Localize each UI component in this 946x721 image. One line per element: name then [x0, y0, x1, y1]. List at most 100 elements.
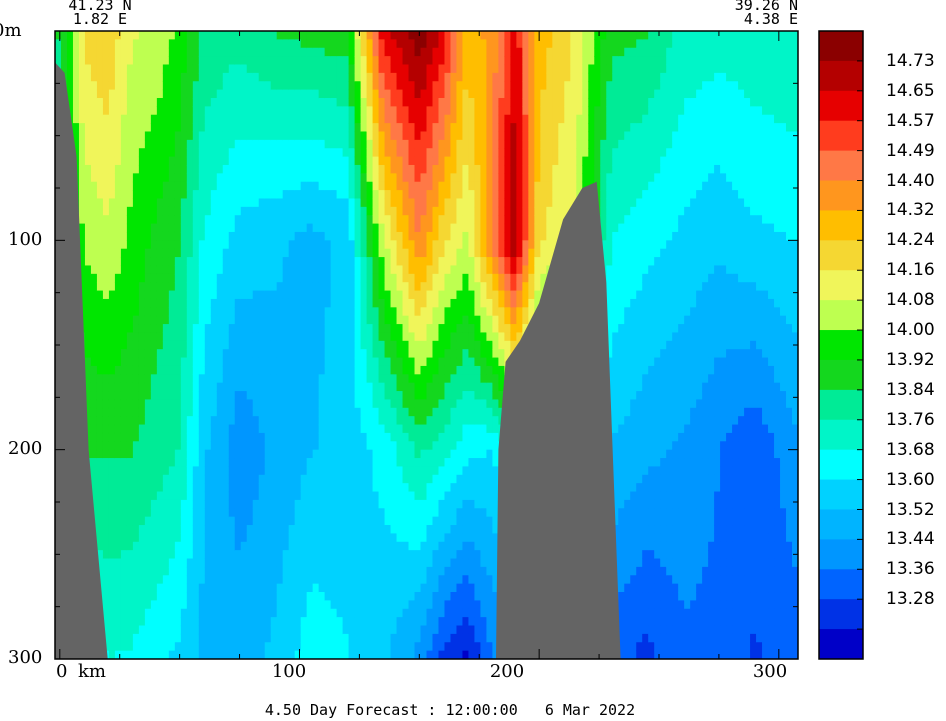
- heatmap-cell: [198, 265, 206, 275]
- heatmap-cell: [270, 340, 278, 350]
- heatmap-cell: [204, 164, 212, 174]
- heatmap-cell: [66, 31, 74, 40]
- heatmap-cell: [216, 432, 224, 442]
- heatmap-cell: [144, 156, 152, 166]
- heatmap-cell: [282, 148, 290, 158]
- heatmap-cell: [252, 541, 260, 551]
- heatmap-cell: [414, 633, 422, 643]
- heatmap-cell: [336, 650, 344, 659]
- heatmap-cell: [204, 416, 212, 426]
- heatmap-cell: [378, 499, 386, 509]
- heatmap-cell: [90, 248, 98, 258]
- heatmap-cell: [348, 123, 356, 133]
- heatmap-cell: [96, 81, 104, 91]
- heatmap-cell: [312, 617, 320, 627]
- heatmap-cell: [408, 332, 416, 342]
- heatmap-cell: [138, 416, 146, 426]
- heatmap-cell: [114, 583, 122, 593]
- heatmap-cell: [330, 89, 338, 99]
- heatmap-cell: [234, 139, 242, 149]
- heatmap-cell: [348, 190, 356, 200]
- heatmap-cell: [348, 324, 356, 334]
- heatmap-cell: [426, 550, 434, 560]
- heatmap-cell: [288, 374, 296, 384]
- heatmap-cell: [450, 190, 458, 200]
- heatmap-cell: [378, 558, 386, 568]
- heatmap-cell: [420, 416, 428, 426]
- heatmap-cell: [96, 441, 104, 451]
- heatmap-cell: [264, 257, 272, 267]
- heatmap-cell: [156, 257, 164, 267]
- heatmap-cell: [228, 47, 236, 57]
- heatmap-cell: [282, 114, 290, 124]
- heatmap-cell: [318, 608, 326, 618]
- heatmap-cell: [222, 525, 230, 534]
- heatmap-cell: [336, 592, 344, 601]
- heatmap-cell: [288, 617, 296, 627]
- heatmap-cell: [378, 441, 386, 451]
- heatmap-cell: [66, 97, 74, 107]
- heatmap-cell: [102, 508, 110, 518]
- heatmap-cell: [300, 265, 308, 275]
- heatmap-cell: [318, 156, 326, 166]
- heatmap-cell: [252, 583, 260, 593]
- heatmap-cell: [276, 198, 284, 208]
- heatmap-cell: [258, 633, 266, 643]
- heatmap-cell: [150, 491, 158, 501]
- heatmap-cell: [432, 625, 440, 635]
- heatmap-cell: [132, 198, 140, 208]
- heatmap-cell: [360, 558, 368, 568]
- heatmap-cell: [174, 499, 182, 509]
- heatmap-cell: [390, 474, 398, 484]
- heatmap-cell: [144, 349, 152, 359]
- heatmap-cell: [408, 298, 416, 308]
- heatmap-cell: [96, 114, 104, 124]
- heatmap-cell: [138, 248, 146, 258]
- heatmap-cell: [126, 156, 134, 166]
- heatmap-cell: [66, 64, 74, 74]
- heatmap-cell: [108, 223, 116, 233]
- heatmap-cell: [276, 499, 284, 509]
- heatmap-cell: [294, 64, 302, 74]
- heatmap-cell: [114, 357, 122, 367]
- heatmap-cell: [432, 558, 440, 568]
- heatmap-cell: [150, 64, 158, 74]
- heatmap-cell: [324, 31, 332, 40]
- heatmap-cell: [258, 608, 266, 618]
- heatmap-cell: [276, 290, 284, 300]
- heatmap-cell: [132, 231, 140, 241]
- heatmap-cell: [168, 265, 176, 275]
- heatmap-cell: [366, 31, 374, 40]
- heatmap-cell: [402, 248, 410, 258]
- heatmap-cell: [168, 248, 176, 258]
- heatmap-cell: [324, 215, 332, 225]
- heatmap-cell: [384, 617, 392, 627]
- heatmap-cell: [96, 357, 104, 367]
- heatmap-cell: [108, 550, 116, 560]
- heatmap-cell: [426, 600, 434, 610]
- heatmap-cell: [372, 533, 380, 543]
- heatmap-cell: [414, 399, 422, 409]
- heatmap-cell: [258, 625, 266, 635]
- heatmap-cell: [246, 198, 254, 208]
- heatmap-cell: [438, 516, 446, 526]
- heatmap-cell: [186, 432, 194, 442]
- heatmap-cell: [294, 190, 302, 200]
- heatmap-cell: [294, 399, 302, 409]
- heatmap-cell: [348, 240, 356, 250]
- heatmap-cell: [432, 64, 440, 74]
- heatmap-cell: [360, 600, 368, 610]
- heatmap-cell: [390, 382, 398, 392]
- heatmap-cell: [330, 533, 338, 543]
- heatmap-cell: [84, 123, 92, 133]
- heatmap-cell: [198, 449, 206, 459]
- heatmap-cell: [360, 206, 368, 216]
- heatmap-cell: [126, 315, 134, 325]
- heatmap-cell: [144, 231, 152, 241]
- heatmap-cell: [192, 416, 200, 426]
- heatmap-cell: [294, 248, 302, 258]
- heatmap-cell: [210, 432, 218, 442]
- heatmap-cell: [282, 424, 290, 434]
- heatmap-cell: [354, 650, 362, 659]
- heatmap-cell: [138, 273, 146, 283]
